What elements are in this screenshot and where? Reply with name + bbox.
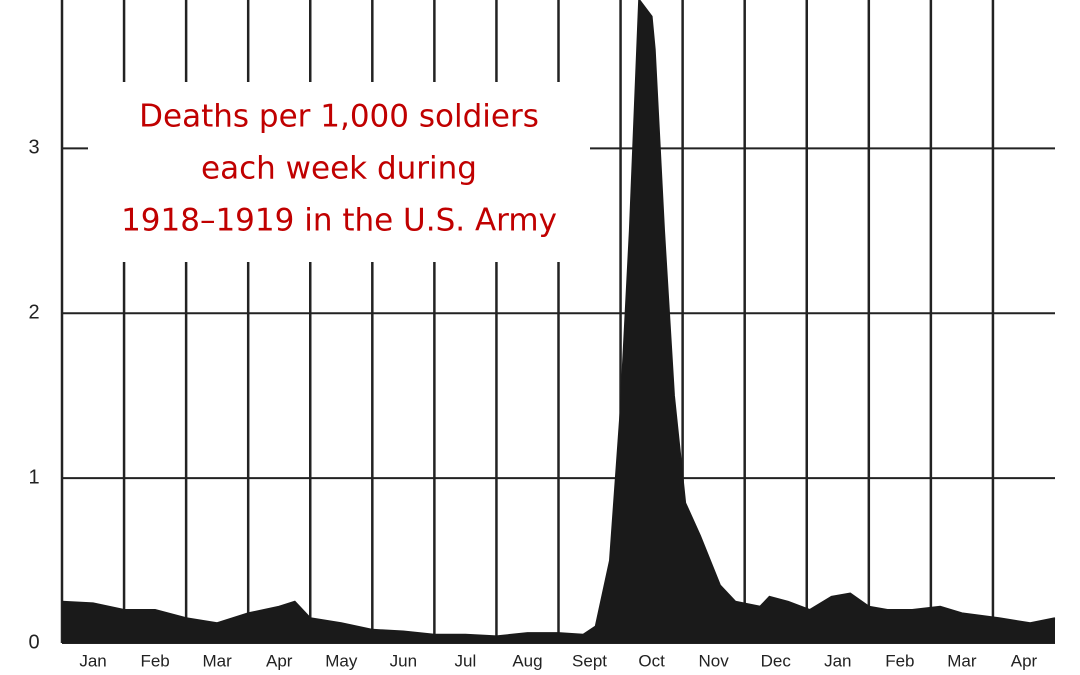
x-tick-label: Dec: [761, 651, 792, 670]
annotation-box: [88, 82, 590, 262]
x-tick-label: Sept: [572, 651, 607, 670]
annotation-text: each week during: [201, 151, 477, 187]
annotation-text: 1918–1919 in the U.S. Army: [121, 203, 557, 239]
y-tick-label: 2: [28, 302, 39, 324]
x-tick-label: Mar: [203, 651, 233, 670]
y-tick-label: 0: [28, 631, 39, 653]
x-tick-label: Feb: [885, 651, 914, 670]
x-tick-label: Jan: [824, 651, 851, 670]
x-tick-label: Apr: [1011, 651, 1038, 670]
x-tick-label: Aug: [512, 651, 542, 670]
area-line: [61, 0, 1056, 638]
x-tick-label: Mar: [947, 651, 977, 670]
y-tick-label: 1: [28, 466, 39, 488]
x-tick-label: Jun: [390, 651, 417, 670]
x-tick-label: Apr: [266, 651, 293, 670]
y-tick-label: 3: [28, 137, 39, 159]
x-tick-label: Feb: [140, 651, 169, 670]
x-tick-label: May: [325, 651, 358, 670]
x-tick-label: Nov: [699, 651, 730, 670]
annotation-text: Deaths per 1,000 soldiers: [139, 99, 539, 135]
x-tick-label: Jan: [79, 651, 106, 670]
x-tick-label: Oct: [638, 651, 665, 670]
x-tick-label: Jul: [455, 651, 477, 670]
